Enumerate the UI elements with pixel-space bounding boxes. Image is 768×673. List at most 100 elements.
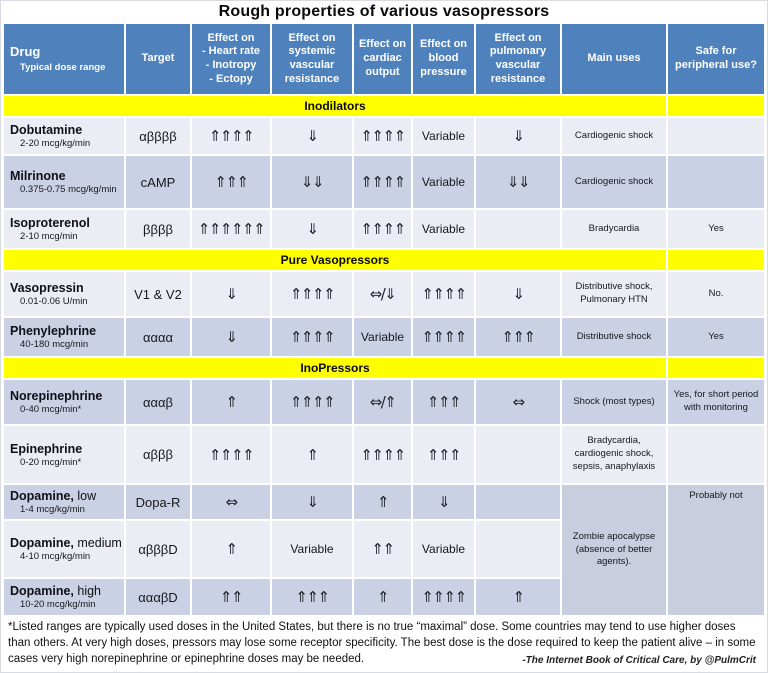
safe-cell xyxy=(668,426,764,483)
footnote-text: *Listed ranges are typically used doses … xyxy=(8,621,756,665)
heart-rate-cell: ⇑ xyxy=(192,380,270,424)
heart-rate-cell: ⇓ xyxy=(192,318,270,356)
table-row-dopamine-high: Dopamine, high 10-20 mcg/kg/min αααβD ⇑⇑… xyxy=(4,579,560,615)
credit-line: -The Internet Book of Critical Care, by … xyxy=(518,653,756,668)
header-line: Effect on xyxy=(419,38,468,51)
safe-cell: Yes, for short period with monitoring xyxy=(668,380,764,424)
safe-cell: No. xyxy=(668,272,764,316)
header-line: - Heart rate xyxy=(201,45,261,58)
heart-rate-cell: ⇑⇑⇑⇑ xyxy=(192,426,270,483)
header-line: peripheral use? xyxy=(675,59,757,71)
pvr-cell xyxy=(476,485,560,519)
blood-pressure-cell: Variable xyxy=(413,156,474,208)
dopamine-safe-cell: Probably not xyxy=(668,485,764,615)
drug-cell: Epinephrine 0-20 mcg/min* xyxy=(4,426,124,483)
cardiac-output-cell: ⇑ xyxy=(354,579,411,615)
main-uses-cell: Cardiogenic shock xyxy=(562,118,666,154)
dose-range: 0-40 mcg/min* xyxy=(20,404,82,415)
drug-cell: Milrinone 0.375-0.75 mcg/kg/min xyxy=(4,156,124,208)
table-row-dopamine-low: Dopamine, low 1-4 mcg/kg/min Dopa-R ⇔ ⇓ … xyxy=(4,485,560,519)
table-row-milrinone: Milrinone 0.375-0.75 mcg/kg/min cAMP ⇑⇑⇑… xyxy=(4,156,764,208)
header-line: Effect on xyxy=(358,38,407,51)
drug-name: Dopamine, high xyxy=(10,584,101,598)
target-cell: αααα xyxy=(126,318,190,356)
dose-range: 40-180 mcg/min xyxy=(20,339,89,350)
header-target: Target xyxy=(126,24,190,94)
target-cell: cAMP xyxy=(126,156,190,208)
drug-name-text: Dopamine, xyxy=(10,536,74,550)
table-row-norepinephrine: Norepinephrine 0-40 mcg/min* αααβ ⇑ ⇑⇑⇑⇑… xyxy=(4,380,764,424)
drug-name-suffix: low xyxy=(73,489,97,503)
pvr-cell xyxy=(476,210,560,248)
heart-rate-cell: ⇑⇑⇑⇑⇑⇑ xyxy=(192,210,270,248)
drug-name-text: Dobutamine xyxy=(10,123,83,137)
drug-name-text: Isoproterenol xyxy=(10,216,90,230)
main-uses-cell: Distributive shock xyxy=(562,318,666,356)
header-line: Safe for xyxy=(695,45,737,58)
heart-rate-cell: ⇑ xyxy=(192,521,270,577)
table-row-dobutamine: Dobutamine 2-20 mcg/kg/min αββββ ⇑⇑⇑⇑ ⇓ … xyxy=(4,118,764,154)
section-band-end xyxy=(668,96,764,116)
table-row-isoproterenol: Isoproterenol 2-10 mcg/min ββββ ⇑⇑⇑⇑⇑⇑ ⇓… xyxy=(4,210,764,248)
drug-name: Dobutamine xyxy=(10,123,82,137)
header-line: Effect on xyxy=(288,31,336,44)
svr-cell: ⇑⇑⇑ xyxy=(272,579,352,615)
header-line: - Inotropy xyxy=(205,59,257,71)
drug-name-text: Dopamine, xyxy=(10,489,74,503)
dose-range: 10-20 mcg/kg/min xyxy=(20,599,96,610)
target-cell: αααβD xyxy=(126,579,190,615)
section-label: InoPressors xyxy=(4,358,666,378)
dose-range: 4-10 mcg/kg/min xyxy=(20,551,91,562)
header-main-uses: Main uses xyxy=(562,24,666,94)
pvr-cell: ⇓ xyxy=(476,272,560,316)
drug-name: Norepinephrine xyxy=(10,389,102,403)
dopamine-section: Dopamine, low 1-4 mcg/kg/min Dopa-R ⇔ ⇓ … xyxy=(4,485,764,615)
blood-pressure-cell: Variable xyxy=(413,118,474,154)
safe-cell xyxy=(668,118,764,154)
header-safe: Safe for peripheral use? xyxy=(668,24,764,94)
header-cardiac-output: Effect on cardiac output xyxy=(354,24,411,94)
safe-cell xyxy=(668,156,764,208)
drug-name: Phenylephrine xyxy=(10,324,96,338)
cardiac-output-cell: Variable xyxy=(354,318,411,356)
blood-pressure-cell: Variable xyxy=(413,210,474,248)
drug-cell: Dopamine, low 1-4 mcg/kg/min xyxy=(4,485,124,519)
drug-name: Milrinone xyxy=(10,169,66,183)
svr-cell: ⇑⇑⇑⇑ xyxy=(272,272,352,316)
svr-cell: ⇓ xyxy=(272,485,352,519)
header-drug: Drug Typical dose range xyxy=(4,24,124,94)
blood-pressure-cell: ⇑⇑⇑⇑ xyxy=(413,272,474,316)
header-line: output xyxy=(365,65,400,78)
drug-name-text: Phenylephrine xyxy=(10,324,97,338)
svr-cell: ⇑⇑⇑⇑ xyxy=(272,380,352,424)
pvr-cell xyxy=(476,521,560,577)
drug-name-text: Epinephrine xyxy=(10,441,83,456)
main-uses-cell: Shock (most types) xyxy=(562,380,666,424)
header-line: vascular xyxy=(495,59,541,71)
safe-cell: Yes xyxy=(668,318,764,356)
table-row-phenylephrine: Phenylephrine 40-180 mcg/min αααα ⇓ ⇑⇑⇑⇑… xyxy=(4,318,764,356)
target-cell: V1 & V2 xyxy=(126,272,190,316)
cardiac-output-cell: ⇑⇑⇑⇑ xyxy=(354,426,411,483)
drug-cell: Phenylephrine 40-180 mcg/min xyxy=(4,318,124,356)
pvr-cell xyxy=(476,426,560,483)
table-row-dopamine-medium: Dopamine, medium 4-10 mcg/kg/min αβββD ⇑… xyxy=(4,521,560,577)
cardiac-output-cell: ⇔/⇑ xyxy=(354,380,411,424)
drug-name-text: Milrinone xyxy=(10,169,66,183)
blood-pressure-cell: ⇓ xyxy=(413,485,474,519)
header-line: resistance xyxy=(284,72,340,85)
figure-title: Rough properties of various vasopressors xyxy=(218,3,550,20)
blood-pressure-cell: ⇑⇑⇑⇑ xyxy=(413,318,474,356)
drug-name: Dopamine, medium xyxy=(10,536,122,550)
cardiac-output-cell: ⇑⇑ xyxy=(354,521,411,577)
header-svr: Effect on systemic vascular resistance xyxy=(272,24,352,94)
section-band-inopressors: InoPressors xyxy=(4,358,764,378)
dopamine-main-uses-cell: Zombie apocalypse (absence of better age… xyxy=(562,485,666,615)
cardiac-output-cell: ⇑ xyxy=(354,485,411,519)
safe-cell: Yes xyxy=(668,210,764,248)
blood-pressure-cell: ⇑⇑⇑ xyxy=(413,426,474,483)
heart-rate-cell: ⇑⇑⇑⇑ xyxy=(192,118,270,154)
footnote: *Listed ranges are typically used doses … xyxy=(4,615,764,670)
header-line: blood xyxy=(428,52,459,65)
